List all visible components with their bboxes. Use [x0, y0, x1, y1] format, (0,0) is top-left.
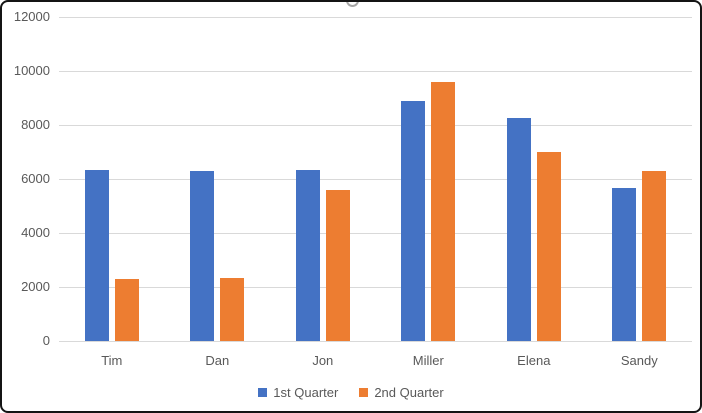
y-axis-tick-label: 2000	[21, 279, 50, 294]
x-axis-category-label: Dan	[205, 353, 230, 368]
x-axis-category-label: Elena	[517, 353, 551, 368]
bar-2nd-quarter-jon[interactable]	[325, 189, 350, 341]
gridline	[59, 71, 692, 72]
legend-swatch-icon	[359, 388, 369, 397]
x-axis-line	[59, 341, 692, 342]
gridline	[59, 17, 692, 18]
bar-1st-quarter-dan[interactable]	[190, 170, 215, 341]
y-axis-tick-label: 8000	[21, 117, 50, 132]
legend-swatch-icon	[258, 388, 268, 397]
legend-label: 1st Quarter	[273, 385, 339, 400]
y-axis-tick-label: 10000	[13, 63, 50, 78]
resize-handle-top-center-icon[interactable]	[346, 2, 359, 7]
y-axis-tick-label: 6000	[21, 171, 50, 186]
x-axis-category-label: Tim	[101, 353, 123, 368]
legend-item-2nd-quarter[interactable]: 2nd Quarter	[359, 385, 444, 400]
gridline	[59, 287, 692, 288]
bar-2nd-quarter-tim[interactable]	[114, 278, 139, 341]
legend-label: 2nd Quarter	[374, 385, 444, 400]
bar-2nd-quarter-elena[interactable]	[536, 152, 561, 341]
legend-item-1st-quarter[interactable]: 1st Quarter	[258, 385, 338, 400]
bar-1st-quarter-jon[interactable]	[295, 169, 320, 341]
y-axis-tick-label: 0	[42, 333, 50, 348]
gridline	[59, 179, 692, 180]
x-axis-category-label: Miller	[412, 353, 444, 368]
bar-1st-quarter-tim[interactable]	[84, 169, 109, 341]
bar-1st-quarter-elena[interactable]	[506, 118, 531, 342]
bar-2nd-quarter-sandy[interactable]	[642, 170, 667, 341]
gridline	[59, 233, 692, 234]
legend: 1st Quarter 2nd Quarter	[2, 385, 700, 400]
gridline	[59, 125, 692, 126]
y-axis-tick-label: 12000	[13, 9, 50, 24]
bar-1st-quarter-miller[interactable]	[401, 100, 426, 341]
bar-1st-quarter-sandy[interactable]	[612, 188, 637, 341]
x-axis-category-label: Jon	[312, 353, 334, 368]
y-axis-tick-label: 4000	[21, 225, 50, 240]
x-axis-category-label: Sandy	[620, 353, 658, 368]
bar-2nd-quarter-dan[interactable]	[220, 277, 245, 341]
bar-2nd-quarter-miller[interactable]	[431, 81, 456, 341]
